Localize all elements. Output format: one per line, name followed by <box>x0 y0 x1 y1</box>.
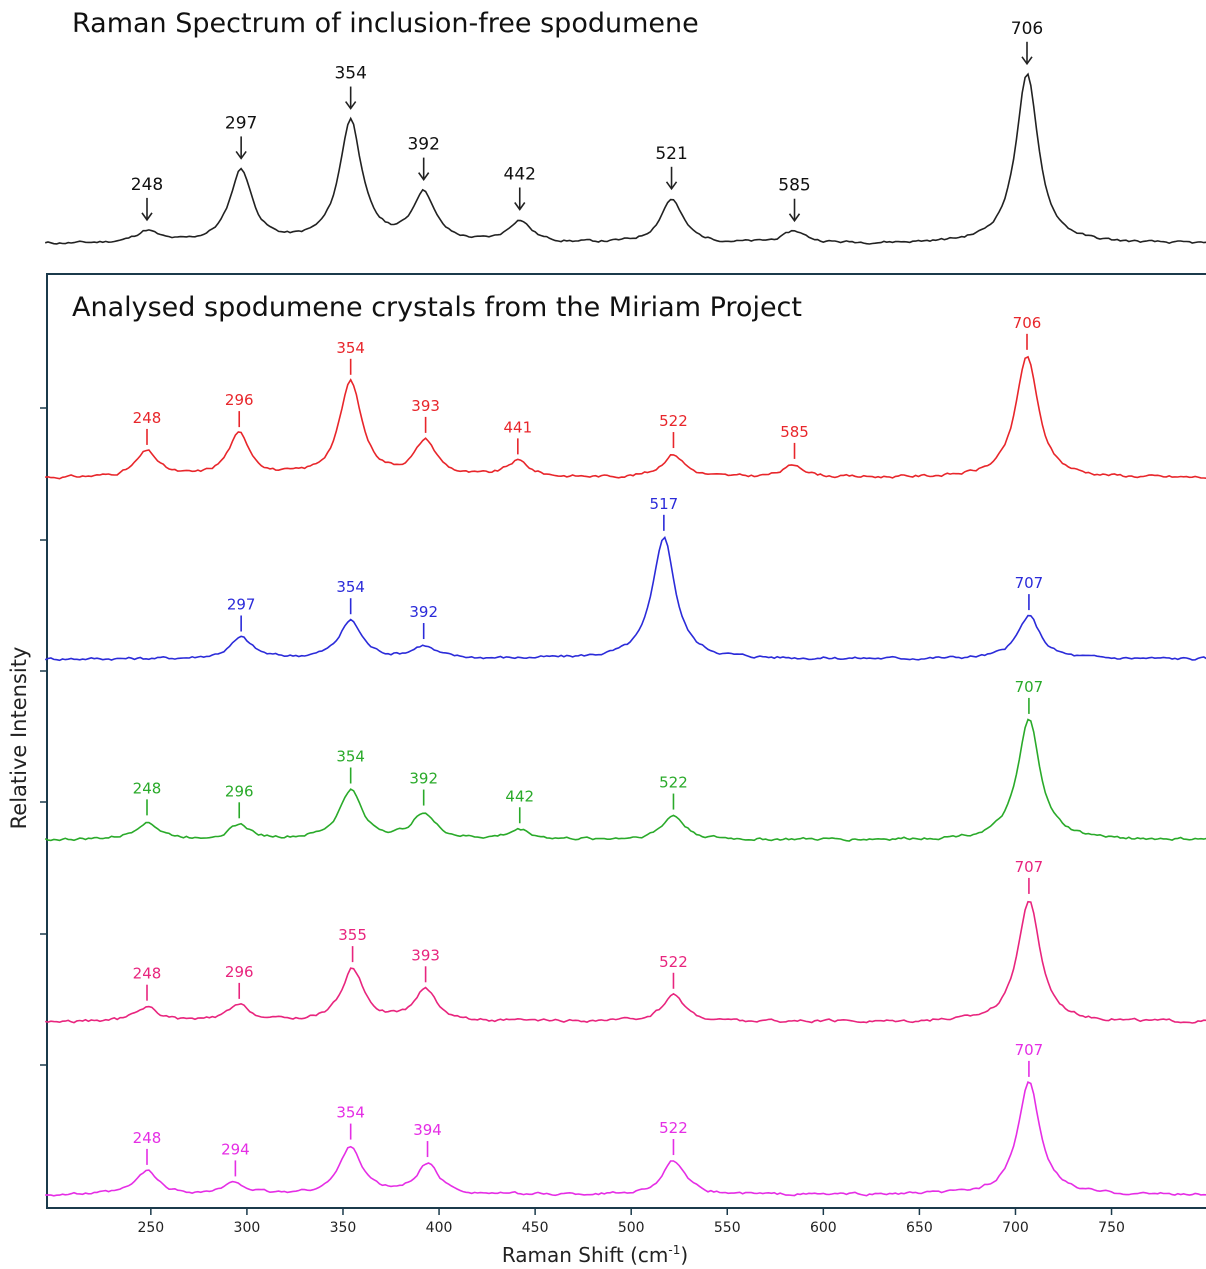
x-axis-label-text: Raman Shift (cm <box>502 1243 669 1267</box>
x-tick-label-350: 350 <box>330 1220 357 1236</box>
peak-label-1-0: 248 <box>133 409 162 427</box>
x-tick-label-500: 500 <box>618 1220 645 1236</box>
peak-label-248: 248 <box>131 175 163 195</box>
peak-label-4-5: 707 <box>1015 858 1044 876</box>
peak-label-5-2: 354 <box>336 1104 365 1122</box>
peak-label-2-2: 392 <box>409 603 438 621</box>
x-axis-ticks: 250 300 350 400 450 500 550 600 650 700 750 <box>137 1208 1125 1236</box>
peak-label-4-4: 522 <box>659 953 688 971</box>
peak-label-4-3: 393 <box>411 946 440 964</box>
series-line-4 <box>45 900 1206 1024</box>
peak-arrowhead-706 <box>1021 56 1033 66</box>
x-tick-label-550: 550 <box>714 1220 741 1236</box>
peak-label-5-5: 707 <box>1015 1041 1044 1059</box>
peak-label-1-3: 393 <box>411 397 440 415</box>
bottom-chart-title: Analysed spodumene crystals from the Mir… <box>72 292 802 323</box>
peak-label-5-1: 294 <box>221 1140 250 1158</box>
peak-label-3-3: 392 <box>409 770 438 788</box>
peak-label-3-4: 442 <box>505 787 534 805</box>
peak-label-2-1: 354 <box>336 578 365 596</box>
peak-label-3-2: 354 <box>336 747 365 765</box>
plot-frame <box>46 273 1206 1209</box>
series-line-3 <box>44 718 1206 842</box>
peak-label-3-0: 248 <box>133 779 162 797</box>
x-tick-label-250: 250 <box>137 1220 164 1236</box>
sample-spectra: 248 296 354 393 441 522 585 706 297 354 392 517 707 2… <box>44 314 1206 1197</box>
peak-label-2-3: 517 <box>650 495 679 513</box>
peak-label-5-3: 394 <box>413 1121 442 1139</box>
peak-label-4-0: 248 <box>133 965 162 983</box>
x-tick-label-750: 750 <box>1098 1220 1125 1236</box>
peak-arrowhead-354 <box>345 101 357 110</box>
peak-label-1-1: 296 <box>225 391 254 409</box>
peak-label-1-2: 354 <box>336 339 365 357</box>
peak-label-1-5: 522 <box>659 412 688 430</box>
peak-label-2-4: 707 <box>1015 574 1044 592</box>
peak-label-521: 521 <box>655 144 687 164</box>
peak-label-1-7: 706 <box>1013 314 1042 332</box>
x-axis-label-end: ) <box>680 1243 688 1267</box>
peak-arrowhead-392 <box>418 172 430 181</box>
peak-label-297: 297 <box>225 113 257 133</box>
x-tick-label-300: 300 <box>234 1220 261 1236</box>
x-tick-label-650: 650 <box>906 1220 933 1236</box>
x-axis-label-sup: -1 <box>668 1243 680 1257</box>
peak-label-5-0: 248 <box>133 1129 162 1147</box>
reference-spectrum: 248 297 354 392 442 521 585 706 <box>44 19 1206 245</box>
peak-label-3-6: 707 <box>1015 678 1044 696</box>
peak-label-3-5: 522 <box>659 774 688 792</box>
peak-arrowhead-521 <box>665 181 678 191</box>
peak-label-706: 706 <box>1011 19 1043 39</box>
peak-label-4-2: 355 <box>338 926 367 944</box>
series-line-1 <box>45 355 1206 480</box>
peak-label-392: 392 <box>407 135 439 155</box>
y-axis-label: Relative Intensity <box>7 647 31 830</box>
x-tick-label-400: 400 <box>426 1220 453 1236</box>
peak-arrowhead-585 <box>788 213 801 223</box>
series-line-ref <box>44 72 1206 245</box>
y-axis-ticks <box>40 407 47 1066</box>
top-chart-title: Raman Spectrum of inclusion-free spodume… <box>72 8 699 39</box>
peak-label-1-4: 441 <box>504 418 533 436</box>
peak-label-3-1: 296 <box>225 782 254 800</box>
peak-label-4-1: 296 <box>225 963 254 981</box>
series-line-5 <box>45 1081 1206 1197</box>
peak-label-585: 585 <box>778 176 810 196</box>
peak-label-442: 442 <box>504 165 536 185</box>
peak-label-1-6: 585 <box>780 423 809 441</box>
x-axis-label: Raman Shift (cm-1) <box>502 1243 688 1267</box>
peak-arrowhead-442 <box>514 202 526 211</box>
series-line-2 <box>44 536 1206 662</box>
peak-label-354: 354 <box>334 64 366 84</box>
peak-label-2-0: 297 <box>227 595 256 613</box>
peak-arrowhead-248 <box>141 212 153 222</box>
x-tick-label-450: 450 <box>522 1220 549 1236</box>
x-tick-label-600: 600 <box>810 1220 837 1236</box>
x-tick-label-700: 700 <box>1002 1220 1029 1236</box>
peak-arrowhead-297 <box>235 150 247 160</box>
peak-label-5-4: 522 <box>659 1119 688 1137</box>
